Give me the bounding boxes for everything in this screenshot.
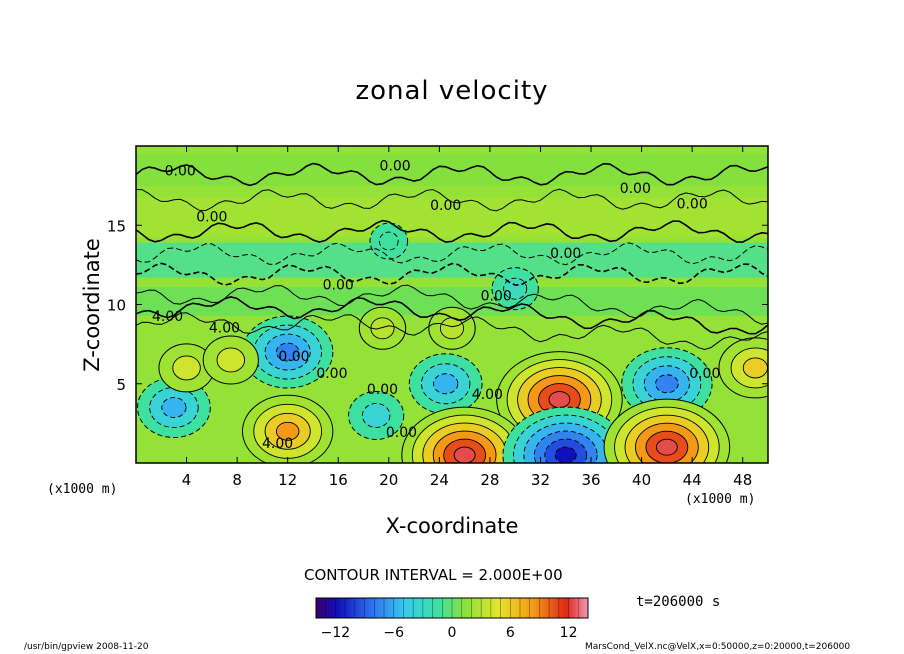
contour-label: 0.00: [677, 197, 708, 213]
y-tick-label: 15: [107, 217, 126, 235]
contour-line: [136, 284, 768, 325]
contour-label: 0.00: [481, 289, 512, 305]
contour-label: 4.00: [152, 309, 183, 325]
velocity-cell: [158, 343, 215, 393]
velocity-cell: [241, 315, 334, 389]
velocity-cell: [241, 394, 334, 463]
contour-label: 0.00: [689, 366, 720, 382]
contour-ring: [433, 373, 459, 395]
contour-ring: [503, 277, 528, 300]
x-tick-label: 36: [581, 471, 600, 489]
contour-ring: [361, 403, 391, 428]
z-unit-label: (x1000 m): [47, 482, 118, 497]
contour-label: 0.00: [430, 198, 461, 214]
contour-label: 0.00: [323, 277, 354, 293]
contour-line: [136, 295, 768, 335]
x-tick-label: 44: [683, 471, 702, 489]
velocity-cell: [137, 377, 211, 439]
contour-ring: [554, 446, 577, 463]
contour-interval-text: CONTOUR INTERVAL = 2.000E+00: [304, 566, 563, 584]
contour-ring: [655, 374, 679, 394]
velocity-cell: [408, 353, 483, 415]
contour-label: 0.00: [196, 209, 227, 225]
x-tick-label: 32: [531, 471, 550, 489]
velocity-cell: [358, 306, 407, 350]
contour-line: [136, 242, 768, 266]
colorbar-tick-label: 6: [506, 625, 515, 641]
x-tick-label: 8: [232, 471, 242, 489]
velocity-cell: [348, 390, 405, 440]
contour-labels: 0.00 0.00 0.00 0.00 0.00 0.00 0.00 0.00 0.00 0.00…: [152, 159, 720, 452]
contour-ring: [275, 421, 300, 441]
contour-label: 4.00: [262, 436, 293, 452]
contour-ring: [378, 231, 399, 251]
contour-ring: [439, 317, 465, 340]
velocity-cell: [718, 337, 768, 399]
contour-label: 0.00: [620, 181, 651, 197]
contour-label: 4.00: [472, 387, 503, 403]
velocity-cell: [401, 406, 528, 463]
y-tick-label: 10: [107, 297, 126, 315]
x-tick-label: 24: [430, 471, 449, 489]
y-axis-title: Z-coordinate: [80, 238, 104, 372]
x-tick-label: 20: [379, 471, 398, 489]
contour-line: [136, 188, 768, 212]
contour-line: [136, 162, 768, 187]
contour-ring: [742, 357, 768, 379]
y-tick-label: 5: [116, 376, 126, 394]
x-tick-label: 48: [733, 471, 752, 489]
colorbar-tick-label: 12: [560, 625, 578, 641]
velocity-cell: [502, 406, 630, 463]
contour-label: 0.00: [367, 382, 398, 398]
contour-lines: [136, 162, 768, 351]
velocity-cell: [603, 398, 731, 463]
contour-label: 0.00: [316, 366, 347, 382]
velocity-field: [137, 222, 768, 463]
background-band: [136, 197, 768, 238]
colorbar-tick-label: −12: [321, 625, 351, 641]
x-axis: 4 8 12 16 20 24 28 32 36 40 44 48: [182, 146, 752, 489]
x-tick-label: 12: [278, 471, 297, 489]
contour-ring: [172, 355, 201, 381]
x-unit-label: (x1000 m): [685, 492, 756, 507]
x-axis-title: X-coordinate: [385, 514, 519, 538]
x-tick-label: 28: [480, 471, 499, 489]
y-axis: 5 10 15: [107, 217, 768, 394]
contour-label: 0.00: [278, 349, 309, 365]
contour-line: [136, 262, 768, 286]
colorbar-tick-label: 0: [448, 625, 457, 641]
contour-line: [136, 312, 768, 351]
contour-ring: [216, 347, 246, 373]
velocity-cell: [428, 306, 476, 350]
contour-label: 0.00: [380, 159, 411, 175]
x-tick-label: 4: [182, 471, 192, 489]
contour-ring: [161, 397, 187, 418]
footer-right: MarsCond_VelX.nc@VelX,x=0:50000,z=0:2000…: [585, 642, 851, 652]
footer-left: /usr/bin/gpview 2008-11-20: [24, 642, 149, 652]
colorbar: −12 −6 0 6 12: [315, 597, 589, 641]
contour-ring: [275, 342, 300, 362]
contour-label: 0.00: [165, 163, 196, 179]
velocity-cell: [369, 222, 409, 260]
velocity-cell: [202, 335, 259, 385]
x-tick-label: 16: [329, 471, 348, 489]
background-band: [136, 242, 768, 278]
contour-line: [136, 219, 768, 243]
contour-label: 0.00: [386, 425, 417, 441]
contour-label: 4.00: [209, 320, 240, 336]
contour-ring: [655, 438, 678, 456]
chart-title: zonal velocity: [355, 76, 549, 106]
x-tick-label: 40: [632, 471, 651, 489]
contour-ring: [548, 391, 571, 409]
time-label: t=206000 s: [636, 594, 721, 610]
contour-ring: [453, 446, 476, 463]
contour-label: 0.00: [550, 246, 581, 262]
colorbar-tick-label: −6: [383, 625, 404, 641]
velocity-cell: [491, 267, 539, 311]
